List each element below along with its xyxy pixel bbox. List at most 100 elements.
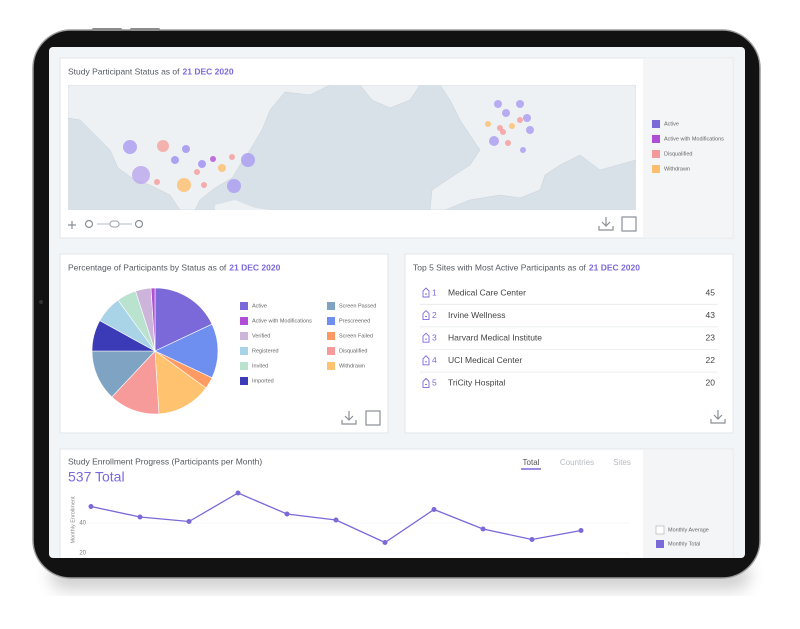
site-value: 23 bbox=[706, 332, 716, 342]
line-point bbox=[284, 511, 290, 517]
map-bubble bbox=[516, 100, 524, 108]
total-count: 537 Total bbox=[68, 469, 125, 485]
pie-slice bbox=[150, 287, 156, 352]
device-button bbox=[92, 28, 122, 31]
zoom-in[interactable] bbox=[134, 219, 144, 229]
enrollment-panel bbox=[59, 448, 734, 558]
zoom-out[interactable] bbox=[84, 219, 94, 229]
site-value: 43 bbox=[706, 310, 716, 320]
line-point bbox=[578, 528, 584, 533]
download-button[interactable] bbox=[341, 411, 357, 425]
site-rank: 2 bbox=[432, 310, 437, 320]
line-point bbox=[137, 514, 143, 520]
panel-title: Percentage of Participants by Status as … bbox=[68, 262, 227, 272]
legend-label: Withdrawn bbox=[339, 363, 365, 369]
site-name: Irvine Wellness bbox=[448, 310, 505, 320]
legend-swatch bbox=[652, 150, 660, 158]
map-land bbox=[429, 85, 636, 210]
legend-label: Registered bbox=[252, 348, 279, 354]
map-bubble bbox=[500, 129, 506, 135]
map-bubble bbox=[509, 123, 515, 129]
site-icon bbox=[422, 332, 430, 343]
tab[interactable]: Countries bbox=[560, 458, 594, 467]
pie-chart: Active Prescreened Screen Failed Withdrawn D… bbox=[91, 287, 376, 415]
site-value: 22 bbox=[706, 355, 716, 365]
line-point bbox=[431, 507, 437, 512]
legend-label: Disqualified bbox=[664, 151, 692, 157]
legend-swatch bbox=[652, 120, 660, 128]
map-bubble bbox=[123, 140, 137, 154]
device-camera bbox=[39, 300, 43, 304]
legend-label: Disqualified bbox=[339, 348, 367, 354]
map-legend: Active Active with Modifications Disqualif… bbox=[652, 120, 724, 173]
map-bubble bbox=[157, 140, 169, 152]
legend-label: Active bbox=[664, 121, 679, 127]
legend-area bbox=[643, 59, 732, 237]
line-point bbox=[88, 504, 94, 509]
sites-panel bbox=[404, 253, 734, 434]
site-icon bbox=[422, 287, 430, 298]
legend-label: Active with Modifications bbox=[664, 136, 724, 142]
map bbox=[68, 85, 636, 210]
legend-swatch bbox=[652, 135, 660, 143]
line-point bbox=[529, 537, 535, 542]
tab[interactable]: Sites bbox=[613, 458, 631, 467]
map-bubble bbox=[494, 100, 502, 108]
line-point bbox=[382, 540, 388, 545]
map-bubble bbox=[241, 153, 255, 167]
expand-button[interactable] bbox=[621, 216, 637, 232]
legend-swatch bbox=[240, 317, 248, 325]
legend-swatch bbox=[327, 302, 335, 310]
map-bubble bbox=[177, 178, 191, 192]
map-bubble bbox=[517, 117, 523, 123]
legend-label: Imported bbox=[252, 378, 274, 384]
legend-label: Screen Failed bbox=[339, 333, 373, 339]
map-land bbox=[359, 85, 421, 109]
y-tick-label: 20 bbox=[79, 551, 86, 557]
download-button[interactable] bbox=[598, 217, 614, 231]
zoom-handle[interactable] bbox=[109, 220, 120, 228]
dashboard: Study Participant Status as of 21 DEC 20… bbox=[59, 57, 734, 558]
site-rank: 1 bbox=[432, 287, 437, 297]
site-icon bbox=[422, 309, 430, 321]
legend-label: Screen Passed bbox=[339, 303, 376, 309]
map-bubble bbox=[218, 164, 226, 172]
line-point bbox=[186, 519, 192, 524]
pan-icon[interactable] bbox=[68, 221, 76, 229]
map-bubbles bbox=[123, 100, 534, 193]
panel-date: 21 DEC 2020 bbox=[183, 66, 234, 76]
legend-swatch bbox=[240, 362, 248, 370]
y-axis-label: Monthly Enrollment bbox=[70, 496, 76, 544]
map-bubble bbox=[229, 154, 235, 160]
legend-swatch bbox=[327, 317, 335, 325]
line-point bbox=[333, 517, 339, 523]
pie-slice bbox=[154, 323, 219, 379]
legend-swatch bbox=[327, 362, 335, 370]
map-bubble bbox=[505, 140, 511, 146]
site-icon bbox=[422, 355, 430, 366]
map-bubble bbox=[520, 147, 526, 153]
panel-title: Study Participant Status as of bbox=[68, 66, 180, 76]
panel-title: Top 5 Sites with Most Active Participant… bbox=[413, 262, 587, 272]
legend-label: Verified bbox=[252, 333, 270, 339]
site-value: 45 bbox=[706, 287, 716, 297]
legend-swatch bbox=[240, 347, 248, 355]
map-bubble bbox=[194, 169, 200, 175]
pie-slice bbox=[154, 287, 213, 352]
legend-swatch bbox=[240, 377, 248, 385]
legend-label: Monthly Average bbox=[668, 527, 709, 533]
legend-label: Invited bbox=[252, 363, 268, 369]
sites-table: 1 Medical Care Center 45 2 Irvine Wellness 43… bbox=[420, 287, 718, 388]
legend-label: Monthly Total bbox=[668, 541, 700, 547]
download-button[interactable] bbox=[710, 410, 726, 424]
site-name: Medical Care Center bbox=[448, 287, 526, 297]
legend-label: Prescreened bbox=[339, 318, 370, 324]
map-bubble bbox=[201, 182, 207, 188]
tab[interactable]: Total bbox=[523, 458, 540, 467]
site-rank: 4 bbox=[432, 355, 437, 365]
legend-swatch bbox=[327, 347, 335, 355]
expand-button[interactable] bbox=[365, 410, 381, 426]
legend-label: Withdrawn bbox=[664, 166, 690, 172]
panel-date: 21 DEC 2020 bbox=[589, 262, 640, 272]
